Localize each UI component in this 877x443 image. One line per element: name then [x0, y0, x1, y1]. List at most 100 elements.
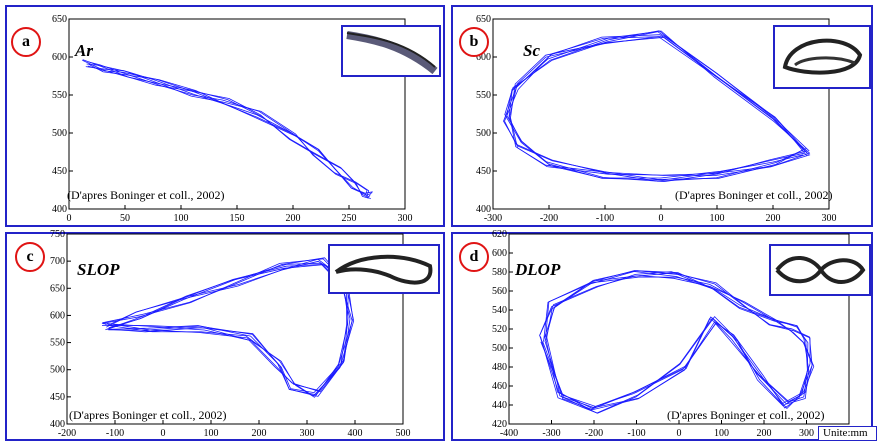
y-tick-label: 450	[52, 166, 67, 177]
x-tick-label: 0	[677, 428, 682, 439]
chart-c-credit: (D'apres Boninger et coll., 2002)	[69, 408, 227, 422]
y-tick-label: 700	[50, 256, 65, 267]
x-tick-label: -400	[500, 428, 518, 439]
panel-a: 0 50 100 150 200 250 300 400 450 500 550 600 650 a A…	[5, 5, 445, 227]
trajectory-line	[506, 30, 809, 181]
x-tick-label: 100	[714, 428, 729, 439]
y-tick-label: 650	[476, 14, 491, 25]
chart-a-credit: (D'apres Boninger et coll., 2002)	[67, 188, 225, 202]
inset-image-c	[328, 244, 440, 294]
x-tick-label: -100	[627, 428, 645, 439]
panel-label-b: b	[459, 27, 489, 57]
x-tick-label: 0	[161, 428, 166, 439]
trajectory-line	[108, 262, 353, 393]
chart-a-title: Ar	[75, 41, 93, 60]
x-tick-label: 0	[659, 213, 664, 224]
trajectory-line	[508, 30, 811, 182]
y-tick-label: 550	[476, 90, 491, 101]
chart-d-title: DLOP	[515, 260, 561, 279]
inset-image-a	[341, 25, 441, 77]
y-tick-label: 500	[492, 343, 507, 354]
x-tick-label: 50	[120, 213, 130, 224]
y-tick-label: 600	[50, 310, 65, 321]
trajectory-line	[106, 258, 355, 397]
x-tick-label: 0	[67, 213, 72, 224]
x-tick-label: 400	[348, 428, 363, 439]
y-tick-label: 500	[52, 128, 67, 139]
inset-stroke-a	[346, 31, 438, 75]
x-tick-label: -300	[484, 213, 502, 224]
y-tick-label: 580	[492, 267, 507, 278]
inset-image-b	[773, 25, 871, 89]
chart-d-credit: (D'apres Boninger et coll., 2002)	[667, 408, 825, 422]
trajectory-line	[82, 59, 371, 200]
panel-label-d: d	[459, 242, 489, 272]
x-tick-label: -200	[540, 213, 558, 224]
trajectory-line	[539, 272, 811, 411]
x-tick-label: 300	[799, 428, 814, 439]
x-tick-label: 100	[710, 213, 725, 224]
y-tick-label: 620	[492, 229, 507, 240]
y-tick-label: 460	[492, 381, 507, 392]
trajectory-line	[86, 63, 368, 195]
trajectory-line	[503, 36, 805, 180]
y-tick-label: 500	[476, 128, 491, 139]
y-tick-label: 540	[492, 305, 507, 316]
y-tick-label: 550	[50, 338, 65, 349]
y-tick-label: 400	[50, 419, 65, 430]
x-tick-label: -200	[58, 428, 76, 439]
inset-stroke-c	[334, 254, 433, 285]
x-tick-label: 500	[396, 428, 411, 439]
panel-d: -400 -300 -200 -100 0 100 200 300 420 440 460 480 50…	[451, 229, 873, 441]
x-tick-label: -100	[106, 428, 124, 439]
y-tick-label: 600	[492, 248, 507, 259]
y-tick-label: 650	[50, 283, 65, 294]
chart-b-credit: (D'apres Boninger et coll., 2002)	[675, 188, 833, 202]
trajectory-line	[509, 35, 811, 176]
x-tick-label: 200	[286, 213, 301, 224]
y-tick-label: 600	[476, 52, 491, 63]
chart-c-svg: -200 -100 0 100 200 300 400 500 400 450 500 550 600 6…	[50, 229, 411, 439]
x-tick-label: 200	[757, 428, 772, 439]
x-tick-label: 300	[822, 213, 837, 224]
x-tick-label: -100	[596, 213, 614, 224]
axes-frame	[66, 233, 404, 425]
x-tick-label: 200	[252, 428, 267, 439]
x-tick-label: -300	[542, 428, 560, 439]
x-tick-label: 250	[342, 213, 357, 224]
y-tick-label: 440	[492, 400, 507, 411]
y-tick-label: 600	[52, 52, 67, 63]
trajectory-line	[540, 270, 810, 407]
chart-c-title: SLOP	[77, 260, 120, 279]
y-tick-label: 520	[492, 324, 507, 335]
y-tick-label: 500	[50, 365, 65, 376]
y-tick-label: 400	[52, 204, 67, 215]
y-tick-label: 420	[492, 419, 507, 430]
x-tick-label: 100	[204, 428, 219, 439]
y-tick-label: 450	[476, 166, 491, 177]
y-tick-label: 650	[52, 14, 67, 25]
inset-image-d	[769, 244, 871, 296]
trajectory-line	[87, 65, 373, 196]
trajectory-line	[542, 270, 808, 408]
trajectory-line	[88, 61, 370, 197]
trajectory-line	[85, 66, 373, 194]
trajectory-line	[82, 59, 369, 199]
x-tick-label: 100	[174, 213, 189, 224]
unit-label: Unite:mm	[818, 426, 877, 441]
trajectory-line	[107, 264, 351, 395]
y-tick-label: 480	[492, 362, 507, 373]
y-tick-label: 400	[476, 204, 491, 215]
panel-b: -300 -200 -100 0 100 200 300 400 450 500 550 600 650…	[451, 5, 873, 227]
trajectory-line	[504, 31, 807, 179]
inset-stroke-b	[782, 38, 863, 75]
chart-d-svg: -400 -300 -200 -100 0 100 200 300 420 440 460 480 50…	[492, 229, 850, 439]
panel-c: -200 -100 0 100 200 300 400 500 400 450 500 550 600 6…	[5, 229, 445, 441]
panel-label-a: a	[11, 27, 41, 57]
y-tick-label: 450	[50, 392, 65, 403]
trajectory-line	[88, 64, 371, 198]
trajectory-line	[102, 257, 348, 393]
trajectory-line	[104, 260, 354, 398]
x-tick-label: -200	[585, 428, 603, 439]
chart-b-svg: -300 -200 -100 0 100 200 300 400 450 500 550 600 650	[476, 14, 837, 224]
